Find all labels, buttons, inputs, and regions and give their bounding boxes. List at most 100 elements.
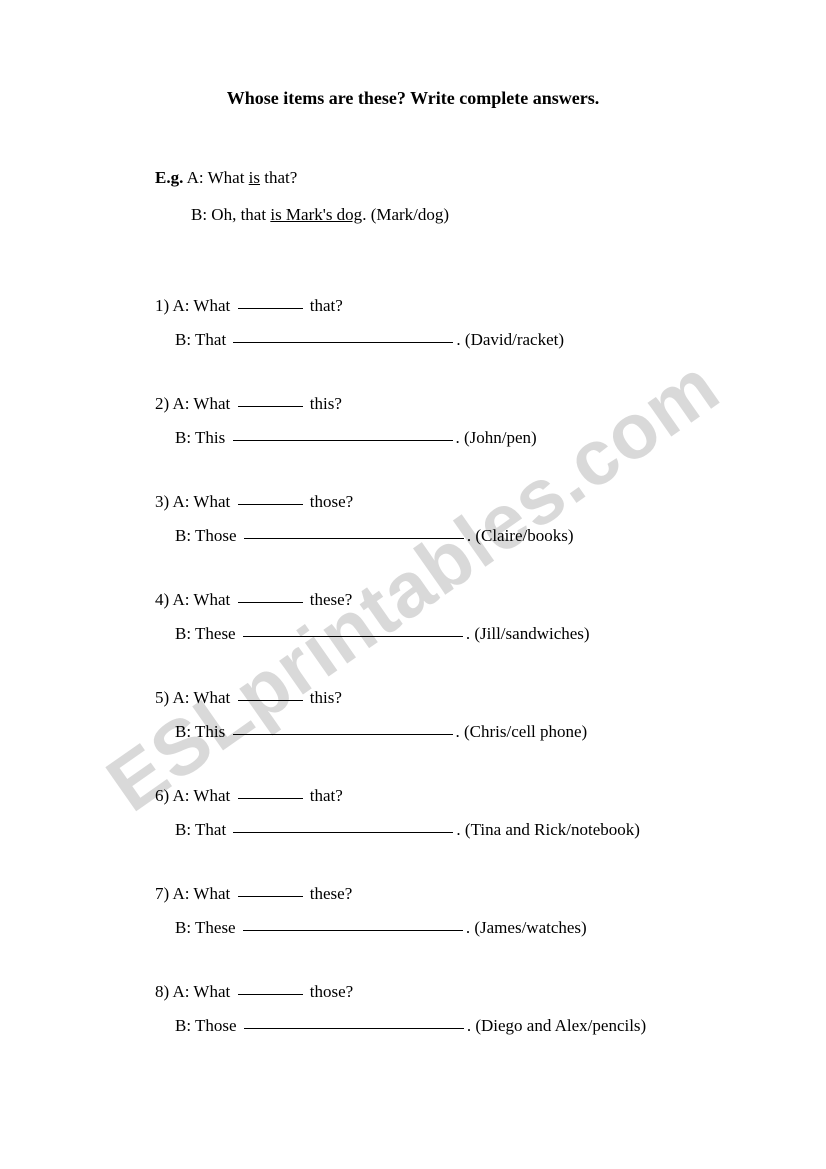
b-word: These [195, 918, 236, 937]
a-word: those [310, 982, 346, 1001]
worksheet-content: Whose items are these? Write complete an… [100, 88, 726, 1043]
question-3: 3) A: What those?B: Those . (Claire/book… [155, 485, 726, 553]
example-a-suffix: that? [260, 168, 297, 187]
period: . [456, 820, 465, 839]
a-prefix: A: What [172, 492, 234, 511]
question-mark: ? [345, 884, 353, 903]
blank-short[interactable] [238, 308, 303, 309]
question-mark: ? [346, 982, 354, 1001]
question-line-a: 1) A: What that? [155, 289, 726, 323]
a-word: that [310, 786, 336, 805]
a-word: this [310, 688, 335, 707]
question-number: 2) [155, 394, 169, 413]
b-prefix: B: [175, 428, 195, 447]
b-word: Those [195, 526, 237, 545]
a-word: those [310, 492, 346, 511]
b-prefix: B: [175, 820, 195, 839]
question-line-a: 5) A: What this? [155, 681, 726, 715]
question-number: 3) [155, 492, 169, 511]
a-word: these [310, 884, 345, 903]
b-prefix: B: [175, 330, 195, 349]
question-line-b: B: That . (Tina and Rick/notebook) [175, 813, 726, 847]
blank-long[interactable] [233, 832, 453, 833]
question-line-b: B: These . (James/watches) [175, 911, 726, 945]
question-mark: ? [334, 394, 342, 413]
blank-long[interactable] [233, 734, 453, 735]
question-line-a: 3) A: What those? [155, 485, 726, 519]
b-prefix: B: [175, 1016, 195, 1035]
b-prefix: B: [175, 526, 195, 545]
period: . [456, 722, 465, 741]
question-mark: ? [334, 688, 342, 707]
a-prefix: A: What [172, 786, 234, 805]
question-7: 7) A: What these? B: These . (James/watch… [155, 877, 726, 945]
worksheet-title: Whose items are these? Write complete an… [100, 88, 726, 109]
blank-short[interactable] [238, 602, 303, 603]
question-4: 4) A: What these?B: These . (Jill/sandwi… [155, 583, 726, 651]
blank-long[interactable] [244, 1028, 464, 1029]
blank-long[interactable] [243, 636, 463, 637]
question-line-a: 2) A: What this? [155, 387, 726, 421]
hint: (Diego and Alex/pencils) [475, 1016, 646, 1035]
blank-short[interactable] [238, 700, 303, 701]
blank-short[interactable] [238, 406, 303, 407]
hint: (Jill/sandwiches) [474, 624, 589, 643]
question-line-b: B: This . (Chris/cell phone) [175, 715, 726, 749]
hint: (John/pen) [464, 428, 537, 447]
example-b-suffix: . (Mark/dog) [362, 205, 449, 224]
b-prefix: B: [175, 624, 195, 643]
blank-long[interactable] [233, 342, 453, 343]
example-label: E.g. [155, 168, 183, 187]
example-b-underlined: is Mark's dog [270, 205, 362, 224]
a-word: that [310, 296, 336, 315]
hint: (David/racket) [465, 330, 564, 349]
question-line-a: 4) A: What these? [155, 583, 726, 617]
b-word: That [195, 330, 226, 349]
questions-container: 1) A: What that?B: That . (David/racket)… [100, 289, 726, 1043]
blank-short[interactable] [238, 896, 303, 897]
a-prefix: A: What [172, 982, 234, 1001]
blank-long[interactable] [244, 538, 464, 539]
question-line-b: B: That . (David/racket) [175, 323, 726, 357]
hint: (Tina and Rick/notebook) [465, 820, 640, 839]
question-number: 5) [155, 688, 169, 707]
a-prefix: A: What [172, 296, 234, 315]
blank-long[interactable] [243, 930, 463, 931]
a-prefix: A: What [172, 590, 234, 609]
hint: (Chris/cell phone) [464, 722, 587, 741]
a-prefix: A: What [172, 394, 234, 413]
b-prefix: B: [175, 918, 195, 937]
question-line-b: B: Those . (Diego and Alex/pencils) [175, 1009, 726, 1043]
a-prefix: A: What [172, 688, 234, 707]
example-a-underlined: is [249, 168, 260, 187]
blank-long[interactable] [233, 440, 453, 441]
a-word: these [310, 590, 345, 609]
hint: (Claire/books) [475, 526, 573, 545]
hint: (James/watches) [474, 918, 586, 937]
a-prefix: A: What [172, 884, 234, 903]
blank-short[interactable] [238, 798, 303, 799]
question-2: 2) A: What this? B: This . (John/pen) [155, 387, 726, 455]
question-line-b: B: Those . (Claire/books) [175, 519, 726, 553]
b-word: These [195, 624, 236, 643]
b-prefix: B: [175, 722, 195, 741]
question-number: 1) [155, 296, 169, 315]
blank-short[interactable] [238, 504, 303, 505]
question-number: 6) [155, 786, 169, 805]
question-mark: ? [335, 786, 343, 805]
a-word: this [310, 394, 335, 413]
period: . [456, 428, 465, 447]
question-6: 6) A: What that?B: That . (Tina and Rick… [155, 779, 726, 847]
b-word: This [195, 428, 225, 447]
question-number: 7) [155, 884, 169, 903]
question-5: 5) A: What this?B: This . (Chris/cell ph… [155, 681, 726, 749]
question-line-a: 6) A: What that? [155, 779, 726, 813]
question-line-a: 8) A: What those? [155, 975, 726, 1009]
example-line-b: B: Oh, that is Mark's dog. (Mark/dog) [191, 196, 726, 233]
example-line-a: E.g. A: What is that? [155, 159, 726, 196]
question-number: 8) [155, 982, 169, 1001]
blank-short[interactable] [238, 994, 303, 995]
b-word: Those [195, 1016, 237, 1035]
question-mark: ? [346, 492, 354, 511]
b-word: This [195, 722, 225, 741]
